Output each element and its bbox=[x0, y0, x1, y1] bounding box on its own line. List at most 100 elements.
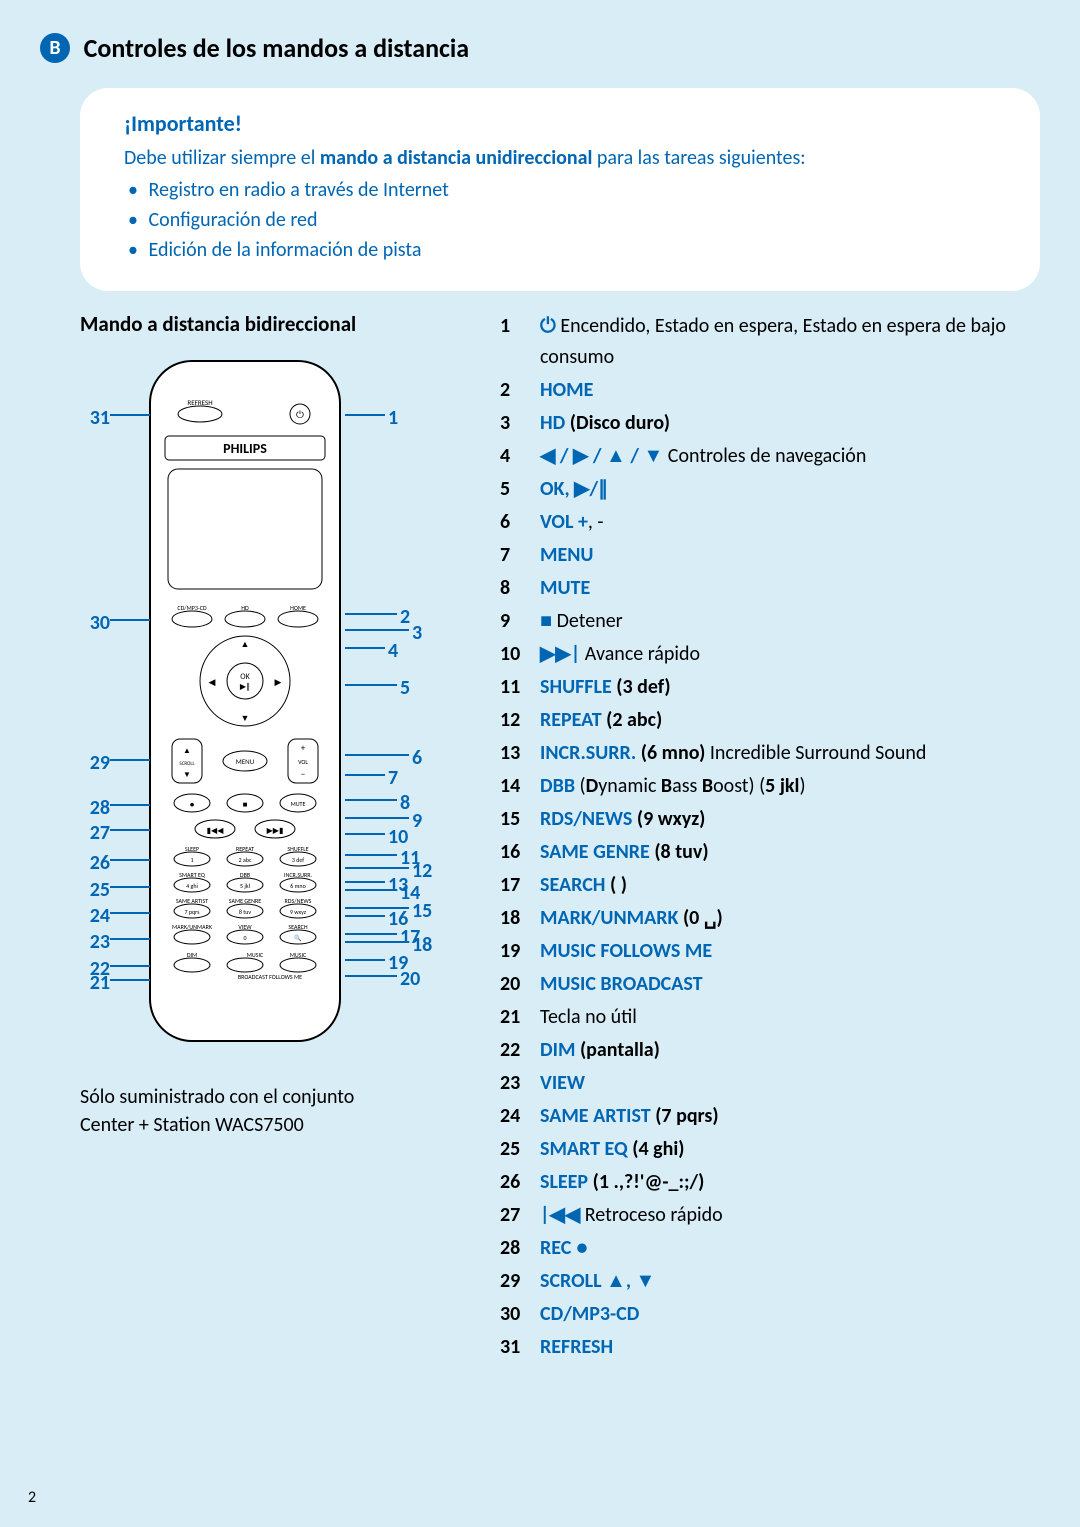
callout-left-25: 25 bbox=[60, 878, 110, 902]
legend-item-12: 12REPEAT (2 abc) bbox=[500, 705, 1040, 736]
svg-text:9 wxyz: 9 wxyz bbox=[290, 908, 307, 916]
svg-text:VOL: VOL bbox=[298, 758, 308, 766]
callout-left-27: 27 bbox=[60, 821, 110, 845]
callout-right-15: 15 bbox=[412, 899, 432, 923]
legend-item-9: 9■ Detener bbox=[500, 606, 1040, 637]
legend-item-23: 23VIEW bbox=[500, 1068, 1040, 1099]
callout-right-9: 9 bbox=[412, 809, 422, 833]
important-box: ¡Importante! Debe utilizar siempre el ma… bbox=[80, 88, 1040, 291]
svg-text:7 pqrs: 7 pqrs bbox=[184, 908, 200, 916]
callout-right-6: 6 bbox=[412, 746, 422, 770]
callout-right-2: 2 bbox=[400, 605, 410, 629]
important-lead-bold: mando a distancia unidireccional bbox=[320, 146, 593, 170]
svg-text:▶▶▮: ▶▶▮ bbox=[267, 826, 284, 836]
legend-list: 1⏻ Encendido, Estado en espera, Estado e… bbox=[500, 311, 1040, 1363]
legend-item-1: 1⏻ Encendido, Estado en espera, Estado e… bbox=[500, 311, 1040, 373]
svg-text:OK: OK bbox=[240, 672, 250, 682]
legend-item-29: 29SCROLL ▲, ▼ bbox=[500, 1266, 1040, 1297]
legend-item-28: 28REC ● bbox=[500, 1233, 1040, 1264]
legend-item-22: 22DIM (pantalla) bbox=[500, 1035, 1040, 1066]
legend-item-20: 20MUSIC BROADCAST bbox=[500, 969, 1040, 1000]
legend-item-30: 30CD/MP3-CD bbox=[500, 1299, 1040, 1330]
callout-right-12: 12 bbox=[412, 859, 432, 883]
legend-item-21: 21Tecla no útil bbox=[500, 1002, 1040, 1033]
svg-text:MUTE: MUTE bbox=[291, 800, 306, 808]
section-title: Controles de los mandos a distancia bbox=[84, 32, 470, 64]
remote-illustration: REFRESH ⏻ PHILIPS CD/MP3-CD HD HOME bbox=[140, 351, 350, 1051]
svg-text:▼: ▼ bbox=[241, 713, 250, 724]
callout-right-3: 3 bbox=[412, 621, 422, 645]
legend-item-26: 26SLEEP (1 .,?!'@-_:;/) bbox=[500, 1167, 1040, 1198]
svg-text:2 abc: 2 abc bbox=[239, 856, 252, 864]
important-list-item: Registro en radio a través de Internet bbox=[128, 175, 1006, 205]
legend-item-18: 18MARK/UNMARK (0 ␣) bbox=[500, 903, 1040, 934]
callout-left-30: 30 bbox=[60, 611, 110, 635]
left-heading: Mando a distancia bidireccional bbox=[80, 311, 470, 337]
svg-text:●: ● bbox=[190, 800, 195, 810]
svg-text:+: + bbox=[301, 743, 306, 754]
legend-item-3: 3HD (Disco duro) bbox=[500, 408, 1040, 439]
svg-text:−: − bbox=[301, 769, 305, 780]
svg-text:SCROLL: SCROLL bbox=[179, 761, 195, 767]
section-header: B Controles de los mandos a distancia bbox=[40, 32, 1040, 64]
important-lead-post: para las tareas siguientes: bbox=[592, 146, 805, 170]
important-title: ¡Importante! bbox=[124, 110, 1006, 137]
svg-text:▶∥: ▶∥ bbox=[240, 682, 250, 692]
legend-item-24: 24SAME ARTIST (7 pqrs) bbox=[500, 1101, 1040, 1132]
legend-item-2: 2HOME bbox=[500, 375, 1040, 406]
svg-text:⏻: ⏻ bbox=[296, 408, 304, 421]
brand-label: PHILIPS bbox=[223, 440, 267, 457]
callout-right-4: 4 bbox=[388, 639, 398, 663]
important-list: Registro en radio a través de InternetCo… bbox=[124, 175, 1006, 265]
svg-text:0: 0 bbox=[243, 934, 246, 942]
callout-left-28: 28 bbox=[60, 796, 110, 820]
svg-text:▼: ▼ bbox=[183, 770, 191, 780]
legend-item-14: 14DBB (Dynamic Bass Boost) (5 jkl) bbox=[500, 771, 1040, 802]
legend-item-13: 13INCR.SURR. (6 mno) Incredible Surround… bbox=[500, 738, 1040, 769]
svg-text:6 mno: 6 mno bbox=[290, 882, 306, 890]
legend-item-16: 16SAME GENRE (8 tuv) bbox=[500, 837, 1040, 868]
important-list-item: Edición de la información de pista bbox=[128, 235, 1006, 265]
svg-text:3 def: 3 def bbox=[292, 856, 304, 864]
callout-right-5: 5 bbox=[400, 676, 410, 700]
legend-item-19: 19MUSIC FOLLOWS ME bbox=[500, 936, 1040, 967]
legend-item-6: 6VOL +, - bbox=[500, 507, 1040, 538]
svg-text:5 jkl: 5 jkl bbox=[240, 882, 250, 890]
legend-item-5: 5OK, ▶/∥ bbox=[500, 474, 1040, 505]
legend-item-31: 31REFRESH bbox=[500, 1332, 1040, 1363]
legend-item-11: 11SHUFFLE (3 def) bbox=[500, 672, 1040, 703]
legend-item-8: 8MUTE bbox=[500, 573, 1040, 604]
callout-right-1: 1 bbox=[388, 406, 398, 430]
svg-text:4 ghi: 4 ghi bbox=[186, 882, 198, 890]
callout-left-31: 31 bbox=[60, 406, 110, 430]
section-badge: B bbox=[40, 33, 70, 63]
callout-left-26: 26 bbox=[60, 851, 110, 875]
callout-left-21: 21 bbox=[60, 971, 110, 995]
svg-text:▶: ▶ bbox=[275, 677, 282, 688]
svg-text:▮◀◀: ▮◀◀ bbox=[207, 826, 225, 836]
svg-text:1: 1 bbox=[190, 856, 193, 864]
svg-text:🔍: 🔍 bbox=[294, 934, 302, 942]
legend-item-15: 15RDS/NEWS (9 wxyz) bbox=[500, 804, 1040, 835]
svg-text:▲: ▲ bbox=[241, 639, 250, 650]
svg-text:▲: ▲ bbox=[183, 746, 191, 756]
page-number: 2 bbox=[28, 1488, 36, 1507]
legend-item-10: 10▶▶| Avance rápido bbox=[500, 639, 1040, 670]
important-lead-pre: Debe utilizar siempre el bbox=[124, 146, 320, 170]
important-lead: Debe utilizar siempre el mando a distanc… bbox=[124, 143, 1006, 173]
legend-item-25: 25SMART EQ (4 ghi) bbox=[500, 1134, 1040, 1165]
callout-right-7: 7 bbox=[388, 766, 398, 790]
legend-item-27: 27|◀◀ Retroceso rápido bbox=[500, 1200, 1040, 1231]
callout-right-8: 8 bbox=[400, 791, 410, 815]
legend-item-4: 4◀ / ▶ / ▲ / ▼ Controles de navegación bbox=[500, 441, 1040, 472]
svg-text:■: ■ bbox=[243, 800, 248, 810]
legend-item-17: 17SEARCH ( ) bbox=[500, 870, 1040, 901]
legend-item-7: 7MENU bbox=[500, 540, 1040, 571]
callout-left-23: 23 bbox=[60, 930, 110, 954]
remote-caption: Sólo suministrado con el conjunto Center… bbox=[80, 1083, 470, 1139]
svg-text:8 tuv: 8 tuv bbox=[239, 908, 252, 916]
svg-text:BROADCAST FOLLOWS ME: BROADCAST FOLLOWS ME bbox=[238, 973, 302, 981]
callout-right-18: 18 bbox=[412, 933, 432, 957]
svg-text:◀: ◀ bbox=[209, 677, 216, 688]
callout-right-20: 20 bbox=[400, 967, 420, 991]
